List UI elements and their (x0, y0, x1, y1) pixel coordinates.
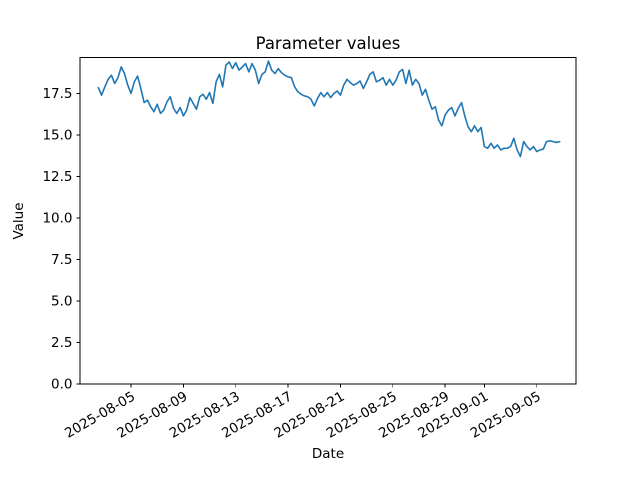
y-tick-label: 15.0 (42, 128, 72, 144)
plot-border (79, 57, 577, 385)
axes-frame: 0.02.55.07.510.012.515.017.52025-08-0520… (42, 57, 577, 442)
y-axis-label: Value (11, 202, 27, 239)
chart-title: Parameter values (256, 34, 401, 53)
y-tick-label: 2.5 (51, 335, 72, 351)
series-line-parameter-values (97, 60, 561, 158)
x-axis-label: Date (312, 446, 344, 462)
y-tick-label: 5.0 (51, 294, 72, 310)
y-tick-label: 10.0 (42, 211, 72, 227)
y-tick-label: 17.5 (42, 86, 72, 102)
data-series (97, 60, 561, 158)
y-tick-label: 7.5 (51, 252, 72, 268)
y-tick-label: 12.5 (42, 169, 72, 185)
y-tick-label: 0.0 (51, 377, 72, 393)
